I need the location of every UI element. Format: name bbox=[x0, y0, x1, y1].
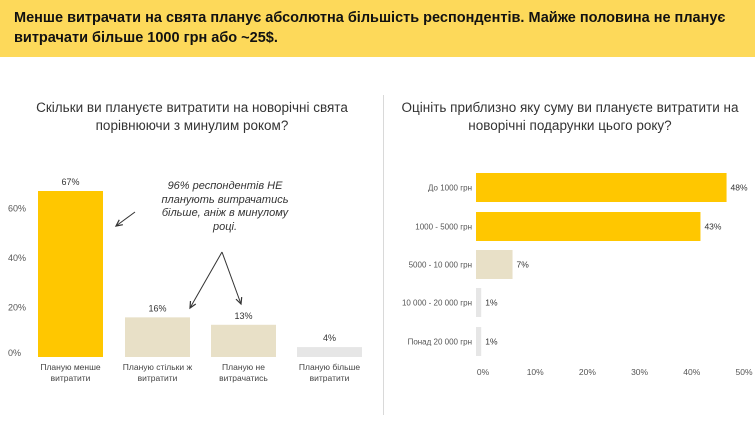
bar bbox=[476, 173, 727, 202]
bar bbox=[297, 347, 362, 357]
x-tick-label: 20% bbox=[579, 367, 596, 377]
arrow-head bbox=[114, 219, 123, 227]
y-tick-label: 60% bbox=[8, 203, 26, 213]
data-label: 13% bbox=[234, 311, 252, 321]
data-label: 43% bbox=[704, 222, 721, 232]
callout-annotation: 96% респондентів НЕ планують витрачатись… bbox=[161, 180, 289, 233]
y-tick-label: 0% bbox=[8, 348, 21, 358]
x-tick-label: 10% bbox=[527, 367, 544, 377]
category-label: Планую стільки ж bbox=[123, 362, 193, 372]
bar bbox=[476, 250, 513, 279]
x-tick-label: 40% bbox=[683, 367, 700, 377]
arrow-head bbox=[189, 300, 197, 310]
callout-arrow-line bbox=[189, 251, 223, 309]
x-tick-label: 50% bbox=[735, 367, 752, 377]
category-label: витратити bbox=[51, 373, 91, 383]
header-banner: Менше витрачати на свята планує абсолютн… bbox=[0, 0, 755, 57]
arrow-head bbox=[235, 296, 243, 306]
y-tick-label: 20% bbox=[8, 302, 26, 312]
right-chart-title: Оцініть приблизно яку суму ви плануєте в… bbox=[401, 100, 739, 133]
data-label: 1% bbox=[485, 298, 498, 308]
category-label: Планую не bbox=[222, 362, 265, 372]
data-label: 48% bbox=[731, 183, 748, 193]
bar bbox=[476, 327, 482, 356]
headline: Менше витрачати на свята планує абсолютн… bbox=[14, 10, 726, 46]
category-label: витратити bbox=[138, 373, 178, 383]
x-tick-label: 0% bbox=[477, 367, 490, 377]
category-label: Планую менше bbox=[40, 362, 101, 372]
data-label: 4% bbox=[323, 333, 336, 343]
category-label: 1000 - 5000 грн bbox=[415, 223, 472, 232]
bar bbox=[476, 288, 482, 317]
category-label: Понад 20 000 грн bbox=[408, 338, 472, 347]
panel-divider bbox=[383, 95, 384, 415]
category-label: До 1000 грн bbox=[428, 184, 472, 193]
data-label: 16% bbox=[148, 303, 166, 313]
bar bbox=[476, 212, 701, 241]
category-label: Планую більше bbox=[299, 362, 360, 372]
bar bbox=[38, 191, 103, 357]
callout-arrow-line bbox=[221, 251, 242, 305]
category-label: витратити bbox=[310, 373, 350, 383]
category-label: 10 000 - 20 000 грн bbox=[402, 299, 472, 308]
left-chart-title: Скільки ви плануєте витратити на новоріч… bbox=[36, 100, 348, 133]
data-label: 67% bbox=[61, 177, 79, 187]
data-label: 1% bbox=[485, 337, 498, 347]
bar bbox=[125, 317, 190, 357]
data-label: 7% bbox=[517, 260, 530, 270]
bar bbox=[211, 324, 276, 357]
x-tick-label: 30% bbox=[631, 367, 648, 377]
callout-arrow-line bbox=[115, 211, 136, 227]
category-label: 5000 - 10 000 грн bbox=[409, 261, 472, 270]
y-tick-label: 40% bbox=[8, 253, 26, 263]
category-label: витрачатись bbox=[219, 373, 268, 383]
